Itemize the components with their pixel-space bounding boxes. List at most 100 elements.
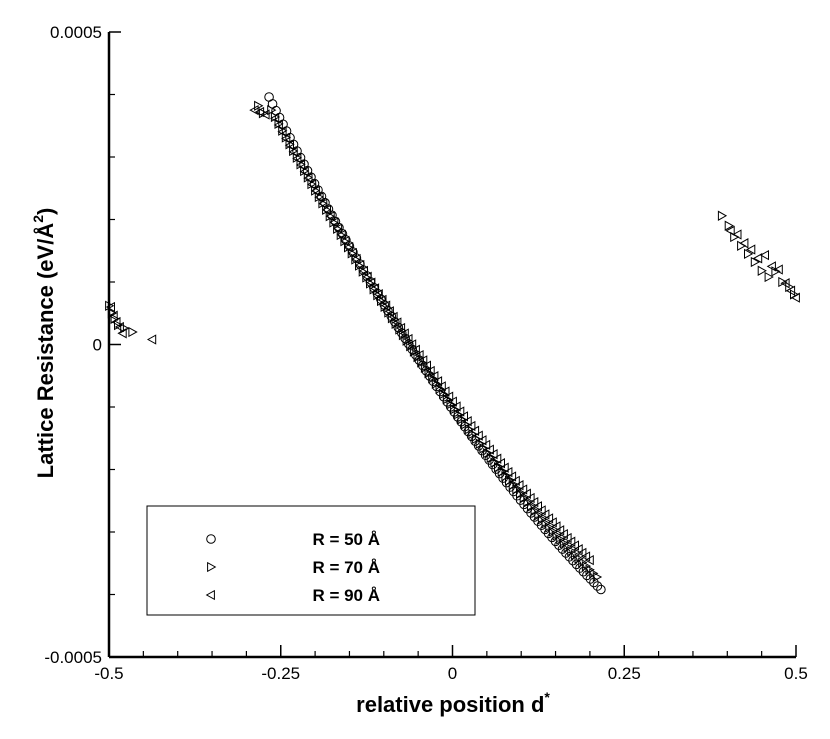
x-axis-title-main: relative position d [356, 692, 544, 717]
legend-markers [205, 534, 217, 601]
data-point-triangle-left [249, 104, 259, 116]
x-axis-title-sup: * [544, 689, 550, 705]
x-tick-label: 0.25 [608, 664, 641, 683]
y-axis-title: Lattice Resistance (eV/Å2) [30, 208, 58, 479]
data-point-triangle-left [392, 317, 402, 328]
tick-labels: -0.5 -0.25 0 0.25 0.5 -0.0005 0 0.0005 [44, 23, 807, 683]
data-point-triangle-left [584, 554, 594, 566]
data-point-triangle-left [451, 401, 461, 412]
data-point-triangle-left [351, 253, 361, 265]
data-point-triangle-left [111, 316, 121, 328]
data-point-triangle-right [120, 323, 130, 334]
data-point-triangle-left [288, 146, 298, 158]
data-point-triangle-left [273, 119, 283, 131]
data-point-triangle-left [484, 444, 494, 455]
ticks [108, 31, 797, 658]
data-point-triangle-left [466, 420, 476, 432]
data-point-triangle-left [790, 292, 800, 303]
data-point-triangle-left [551, 521, 561, 532]
data-point-triangle-left [780, 278, 790, 289]
data-point-triangle-left [462, 416, 472, 427]
data-point-triangle-left [443, 391, 454, 402]
data-point-triangle-left [260, 109, 270, 120]
data-point-triangle-left [510, 475, 520, 487]
data-point-triangle-left [406, 339, 417, 350]
data-point-triangle-left [752, 253, 763, 264]
x-axis-title: relative position d* [356, 689, 550, 717]
data-point-triangle-left [421, 360, 431, 371]
data-point-triangle-left [540, 509, 550, 520]
data-point-triangle-right [270, 111, 281, 123]
data-point-triangle-left [425, 365, 435, 377]
data-point-triangle-left [429, 371, 439, 382]
data-point-triangle-left [373, 289, 383, 300]
data-point-triangle-left [573, 544, 583, 555]
data-point-circle [596, 584, 606, 595]
y-axis-title-main: Lattice Resistance (eV/Å [32, 223, 58, 479]
data-point-triangle-left [117, 328, 127, 339]
data-point-triangle-left [281, 133, 291, 144]
data-point-triangle-left [580, 551, 591, 562]
data-point-circle [582, 570, 592, 581]
data-point-triangle-left [269, 113, 280, 124]
y-tick-label: 0 [93, 336, 102, 355]
data-point-triangle-left [310, 185, 320, 197]
data-point-triangle-left [532, 501, 542, 512]
data-point-triangle-left [303, 172, 313, 184]
data-point-triangle-left [469, 425, 480, 436]
data-point-triangle-left [547, 517, 557, 528]
legend-marker-triangle-left [205, 589, 215, 601]
data-point-triangle-left [562, 532, 572, 544]
data-point-triangle-left [739, 238, 749, 249]
data-point-triangle-left [306, 179, 317, 190]
data-point-triangle-left [340, 235, 350, 247]
data-point-triangle-left [362, 271, 372, 282]
data-point-triangle-left [732, 229, 742, 240]
data-point-triangle-left [114, 321, 124, 333]
data-point-circle [575, 563, 585, 573]
data-point-triangle-left [366, 277, 376, 288]
data-point-triangle-left [447, 396, 457, 407]
x-tick-label: 0.5 [784, 664, 808, 683]
data-point-triangle-left [254, 106, 265, 118]
data-point-triangle-left [521, 488, 531, 499]
data-point-triangle-left [380, 300, 391, 311]
x-tick-label: -0.5 [94, 664, 123, 683]
data-point-triangle-left [329, 217, 339, 228]
legend-marker-circle [206, 534, 216, 544]
data-point-triangle-left [295, 159, 306, 171]
x-tick-label: -0.25 [261, 664, 300, 683]
data-point-triangle-left [369, 283, 380, 294]
data-point-circle [589, 577, 599, 588]
data-point-triangle-left [403, 333, 413, 345]
data-point-triangle-left [325, 211, 335, 222]
data-point-triangle-left [454, 406, 465, 417]
data-point-circle [585, 574, 596, 584]
legend-label-r90: R = 90 Å [312, 586, 380, 605]
y-axis-title-sup: 2 [30, 215, 46, 223]
data-point-triangle-left [566, 536, 576, 547]
data-point-triangle-left [759, 249, 769, 261]
data-point-triangle-left [414, 349, 424, 361]
data-point-triangle-left [318, 198, 328, 209]
data-point-circle [592, 581, 603, 591]
data-point-triangle-right [764, 271, 774, 283]
data-point-triangle-right [717, 210, 728, 221]
data-point-triangle-right [744, 248, 754, 260]
data-point-circle [578, 566, 589, 577]
data-point-triangle-left [517, 484, 528, 495]
data-point-triangle-left [725, 225, 735, 236]
series-3 [105, 104, 800, 566]
legend-label-r70: R = 70 Å [312, 558, 380, 577]
data-point-triangle-left [355, 259, 365, 271]
data-point-triangle-left [543, 513, 554, 524]
x-tick-label: 0 [448, 664, 457, 683]
data-point-triangle-left [292, 153, 302, 164]
data-point-triangle-left [514, 480, 524, 491]
data-point-circle [571, 559, 582, 570]
data-point-triangle-left [554, 525, 565, 536]
data-point-circle [568, 555, 578, 566]
data-point-triangle-left [766, 261, 776, 272]
data-point-triangle-left [343, 241, 354, 253]
